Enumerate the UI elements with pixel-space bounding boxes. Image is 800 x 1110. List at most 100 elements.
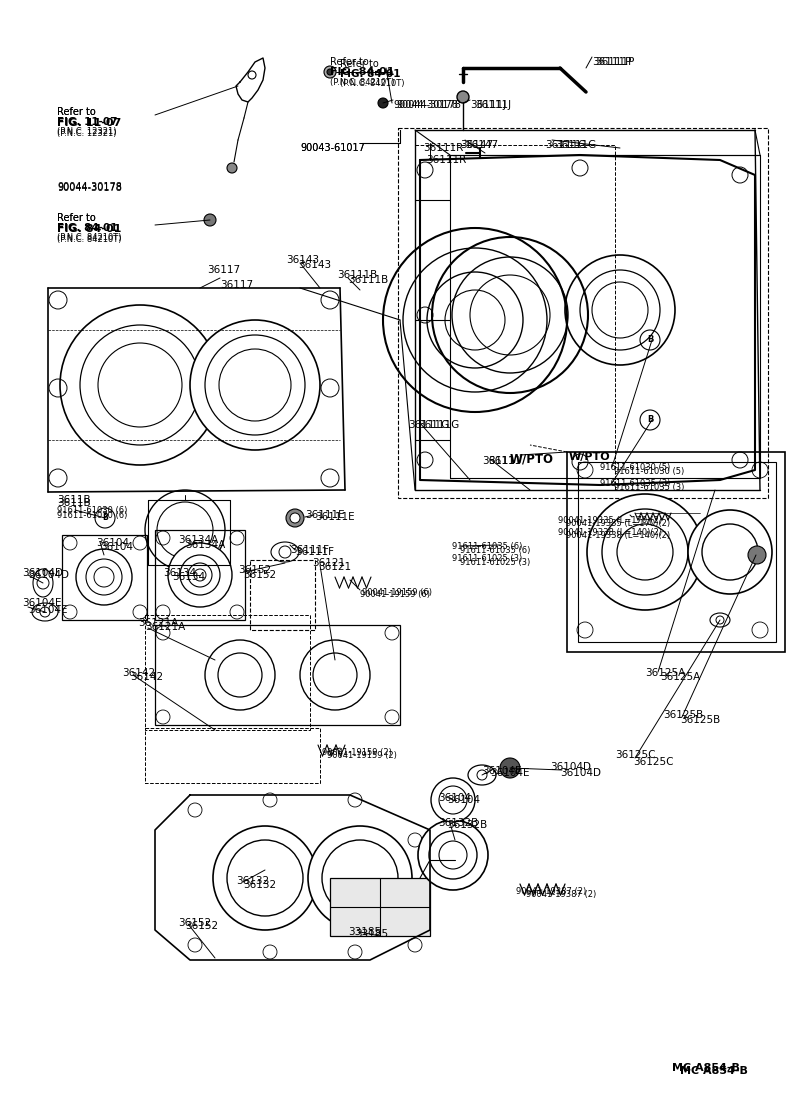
Text: 90041-19159 (6): 90041-19159 (6) <box>360 591 430 599</box>
Circle shape <box>205 640 275 710</box>
Text: 91611-61030 (6): 91611-61030 (6) <box>57 511 127 519</box>
Text: 36117: 36117 <box>220 280 253 290</box>
Text: 36111G: 36111G <box>408 420 450 430</box>
Bar <box>415 145 615 490</box>
Text: 36104: 36104 <box>100 542 133 552</box>
Text: FIG. 84-01: FIG. 84-01 <box>340 69 401 79</box>
Text: 36121: 36121 <box>312 558 345 568</box>
Circle shape <box>587 494 703 610</box>
Circle shape <box>286 509 304 527</box>
Text: B: B <box>647 415 653 424</box>
Circle shape <box>418 820 488 890</box>
Text: 90043-61017: 90043-61017 <box>300 143 365 153</box>
Text: 36111G: 36111G <box>418 420 459 430</box>
Text: 36104E: 36104E <box>482 766 522 776</box>
Text: Refer to: Refer to <box>57 213 96 223</box>
Text: 36125B: 36125B <box>680 715 720 725</box>
Text: 36132B: 36132B <box>438 818 478 828</box>
Text: 90041-19338 (L=140)(2): 90041-19338 (L=140)(2) <box>558 528 662 537</box>
Bar <box>250 561 315 630</box>
Text: 36125C: 36125C <box>615 750 655 760</box>
Text: 36132: 36132 <box>243 880 276 890</box>
Text: 90041-19159 (2): 90041-19159 (2) <box>322 748 392 757</box>
Text: 36104: 36104 <box>96 538 129 548</box>
Text: 36111B: 36111B <box>348 275 388 285</box>
Text: 36125A: 36125A <box>660 672 700 682</box>
Text: 36147: 36147 <box>465 140 498 150</box>
Circle shape <box>290 513 300 523</box>
Circle shape <box>324 65 336 78</box>
Text: 36121: 36121 <box>318 562 351 572</box>
Text: 36111R: 36111R <box>423 143 463 153</box>
Text: 91611-61025 (3): 91611-61025 (3) <box>452 554 522 563</box>
Circle shape <box>688 509 772 594</box>
Text: 90041-19387 (2): 90041-19387 (2) <box>526 890 596 899</box>
Text: (P.N.C. 84210T): (P.N.C. 84210T) <box>57 233 122 242</box>
Circle shape <box>300 640 370 710</box>
Text: 90044-30178: 90044-30178 <box>393 100 458 110</box>
Text: 36111: 36111 <box>488 456 521 466</box>
Text: 33185: 33185 <box>348 927 381 937</box>
Text: 36111G: 36111G <box>555 140 596 150</box>
Circle shape <box>457 91 469 103</box>
Text: (P.N.C. 84210T): (P.N.C. 84210T) <box>340 79 405 88</box>
Text: 36111F: 36111F <box>295 547 334 557</box>
Text: FIG. 11-07: FIG. 11-07 <box>57 118 122 128</box>
Text: Refer to: Refer to <box>340 59 378 69</box>
Text: FIG. 84-01: FIG. 84-01 <box>57 223 118 233</box>
Text: 36104D: 36104D <box>560 768 601 778</box>
Text: 36104D: 36104D <box>550 761 591 771</box>
Text: 90041-19159 (6): 90041-19159 (6) <box>362 588 432 597</box>
Text: Refer to: Refer to <box>57 213 96 223</box>
Text: (P.N.C. 12321): (P.N.C. 12321) <box>57 129 117 138</box>
Text: B: B <box>647 335 653 344</box>
Text: 36104D: 36104D <box>22 568 63 578</box>
Text: 91611-61035 (6): 91611-61035 (6) <box>452 542 522 551</box>
Text: 36111E: 36111E <box>315 512 354 522</box>
Text: 91611-61035 (3): 91611-61035 (3) <box>614 483 684 492</box>
Text: 3611B: 3611B <box>57 498 90 508</box>
Text: 36111R: 36111R <box>426 155 466 165</box>
Text: 90041-19335 (L=170)(2): 90041-19335 (L=170)(2) <box>566 519 670 528</box>
Text: FIG. 84-01: FIG. 84-01 <box>57 224 122 234</box>
Text: 36111P: 36111P <box>592 57 631 67</box>
Text: 36111F: 36111F <box>290 545 329 555</box>
Text: 36132: 36132 <box>236 876 269 886</box>
Text: 91611-61030 (5): 91611-61030 (5) <box>614 467 684 476</box>
Text: 36152: 36152 <box>238 565 271 575</box>
Text: 91611-61030 (6): 91611-61030 (6) <box>57 506 127 515</box>
Text: 36143: 36143 <box>298 260 331 270</box>
Text: 33185: 33185 <box>355 929 388 939</box>
Text: 36143: 36143 <box>286 255 319 265</box>
Circle shape <box>308 826 412 930</box>
Bar <box>398 128 768 498</box>
Bar <box>155 625 400 725</box>
Text: W/PTO: W/PTO <box>569 452 610 462</box>
Text: 36111G: 36111G <box>545 140 586 150</box>
Text: 36142: 36142 <box>122 668 155 678</box>
Circle shape <box>60 305 220 465</box>
Text: 36125B: 36125B <box>663 710 703 720</box>
Text: 3611B: 3611B <box>57 495 90 505</box>
Text: 90041-19387 (2): 90041-19387 (2) <box>516 887 586 896</box>
Circle shape <box>378 98 388 108</box>
Text: 90043-61017: 90043-61017 <box>300 143 365 153</box>
Text: (P.N.C. 84210T): (P.N.C. 84210T) <box>57 235 122 244</box>
Circle shape <box>145 490 225 571</box>
Text: 91611-61030 (5): 91611-61030 (5) <box>600 463 670 472</box>
Text: 90044-30178: 90044-30178 <box>57 182 122 192</box>
Text: B: B <box>102 514 108 523</box>
Text: 36104E: 36104E <box>490 768 530 778</box>
Text: 36134: 36134 <box>163 568 196 578</box>
Text: 36125C: 36125C <box>633 757 674 767</box>
Text: 36125A: 36125A <box>645 668 686 678</box>
Circle shape <box>213 826 317 930</box>
Text: 36104E: 36104E <box>28 605 67 615</box>
Text: (P.N.C. 12321): (P.N.C. 12321) <box>57 127 117 137</box>
Text: Refer to: Refer to <box>57 107 96 117</box>
Text: 91611-61035 (3): 91611-61035 (3) <box>600 480 670 488</box>
Text: 36117: 36117 <box>207 265 240 275</box>
Text: FIG. 11-07: FIG. 11-07 <box>57 117 118 127</box>
Text: 36121A: 36121A <box>138 618 178 628</box>
Circle shape <box>748 546 766 564</box>
